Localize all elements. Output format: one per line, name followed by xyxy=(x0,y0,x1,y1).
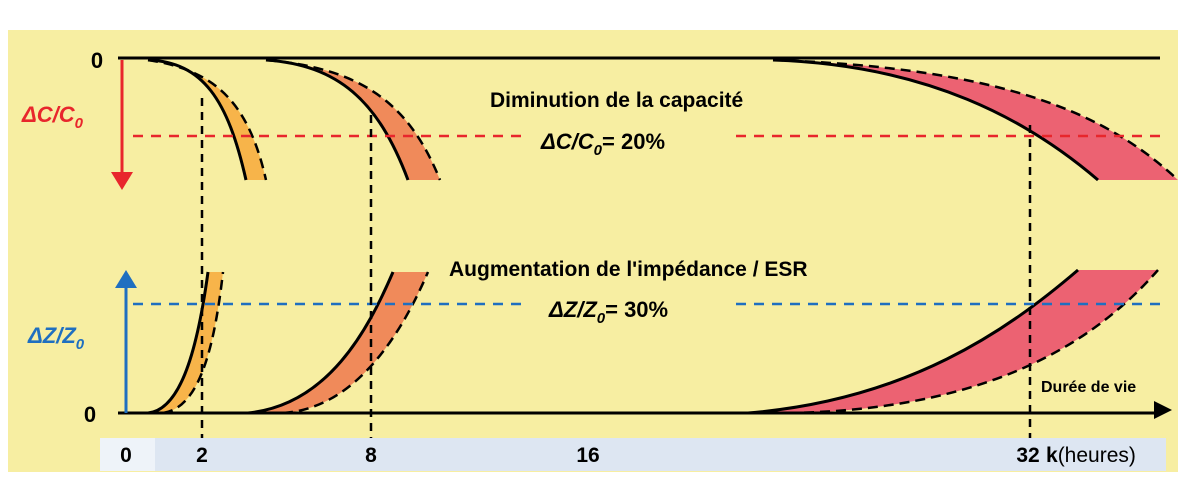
impedance-axis-label: ΔZ/Z0 xyxy=(27,323,85,353)
capacity-zero-label: 0 xyxy=(91,48,103,73)
impedance-title: Augmentation de l'impédance / ESR xyxy=(449,258,808,281)
impedance-curve-2k xyxy=(147,271,210,415)
tick-strip xyxy=(100,438,1166,471)
capacity-band-2k xyxy=(148,60,266,180)
lifetime-diagram: 0 0 ΔC/C0 ΔZ/Z0 Diminution de la capacit… xyxy=(21,48,1178,471)
capacity-threshold-label: ΔC/C0= 20% xyxy=(540,129,665,159)
capacity-axis-label: ΔC/C0 xyxy=(21,102,84,132)
capacity-axis-arrowhead xyxy=(111,172,133,190)
impedance-threshold-label: ΔZ/Z0= 30% xyxy=(548,297,668,327)
capacity-title: Diminution de la capacité xyxy=(490,89,743,112)
tick-label-16: 16 xyxy=(576,444,599,467)
impedance-axis-arrowhead xyxy=(115,270,137,288)
tick-label-8: 8 xyxy=(365,444,377,467)
capacity-band-8k xyxy=(266,60,440,180)
tick-label-32: 32 xyxy=(1016,444,1039,467)
impedance-curve-8k xyxy=(247,271,395,415)
capacity-curve-2k-dashed xyxy=(147,58,268,181)
capacity-curve-8k-dashed xyxy=(265,58,442,181)
impedance-zero-label: 0 xyxy=(84,402,96,427)
capacity-band-32k xyxy=(773,60,1178,180)
time-unit-label: k(heures) xyxy=(1046,444,1136,467)
impedance-band-32k xyxy=(748,270,1158,413)
impedance-curve-32k-dashed xyxy=(787,269,1159,415)
tick-strip-left xyxy=(100,438,155,471)
tick-label-2: 2 xyxy=(196,444,208,467)
impedance-band-2k xyxy=(148,272,223,413)
impedance-curve-32k xyxy=(747,268,1079,415)
tick-label-0: 0 xyxy=(120,444,132,467)
diagram-panel: 0 0 ΔC/C0 ΔZ/Z0 Diminution de la capacit… xyxy=(8,30,1178,472)
impedance-band-8k xyxy=(248,272,428,413)
capacity-curve-32k-dashed xyxy=(772,58,1178,181)
impedance-curve-2k-dashed xyxy=(162,271,225,415)
capacity-curve-32k xyxy=(772,58,1099,182)
lifetime-axis-label: Durée de vie xyxy=(1041,379,1136,396)
time-axis-arrowhead xyxy=(1154,401,1172,419)
